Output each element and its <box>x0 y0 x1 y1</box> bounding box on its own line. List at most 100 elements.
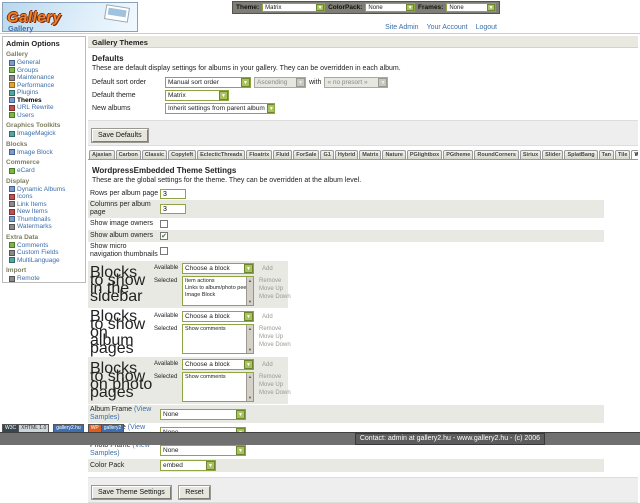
blocks-sidebar-movedown-link[interactable]: Move Down <box>259 294 291 300</box>
sidebar-item-thumbnails[interactable]: Thumbnails <box>6 216 83 224</box>
tab-g1[interactable]: G1 <box>320 150 334 159</box>
album-frame-select[interactable]: None <box>160 408 246 420</box>
album-frame-view-samples-link[interactable]: (View Samples) <box>90 406 152 421</box>
presort-select[interactable]: « no presort » <box>324 77 389 88</box>
logout-link[interactable]: Logout <box>475 24 497 31</box>
tab-tile[interactable]: Tile <box>615 150 631 159</box>
tab-fluid[interactable]: Fluid <box>273 150 293 159</box>
sidebar-item-custom-fields[interactable]: Custom Fields <box>6 249 83 257</box>
reset-button[interactable]: Reset <box>178 485 211 500</box>
cols-per-page-input[interactable] <box>160 204 186 214</box>
sidebar-item-plugins[interactable]: Plugins <box>6 89 83 97</box>
sidebar-item-ecard[interactable]: eCard <box>6 167 83 175</box>
listbox-scrollbar[interactable]: ▲ ▼ <box>246 373 253 401</box>
sidebar-item-image-block[interactable]: Image Block <box>6 149 83 157</box>
blocks-photo-label: Blocks to show on photo pages <box>90 359 153 401</box>
sidebar-section-gallery: Gallery <box>6 51 29 58</box>
sidebar-item-dynamic-albums[interactable]: Dynamic Albums <box>6 186 83 194</box>
rows-per-page-input[interactable] <box>160 189 186 199</box>
icons-icon <box>9 193 15 200</box>
sidebar-item-multilanguage[interactable]: MultiLanguage <box>6 257 83 265</box>
show-image-owners-checkbox[interactable] <box>160 220 168 228</box>
your-account-link[interactable]: Your Account <box>426 24 468 31</box>
tab-eclecticthreads[interactable]: EclecticThreads <box>197 150 246 159</box>
sidebar-item-icons[interactable]: Icons <box>6 193 83 201</box>
sidebar-item-watermarks[interactable]: Watermarks <box>6 223 83 231</box>
blocks-album-selected-listbox[interactable]: Show comments ▲ ▼ <box>182 324 254 354</box>
blocks-photo-remove-link[interactable]: Remove <box>259 374 282 380</box>
sidebar-item-imagemagick[interactable]: ImageMagick <box>6 130 83 138</box>
sidebar-item-url-rewrite[interactable]: URL Rewrite <box>6 104 83 112</box>
site-admin-link[interactable]: Site Admin <box>385 24 419 31</box>
logo-text: Gallery <box>7 9 62 26</box>
theme-select[interactable]: Matrix <box>262 3 326 12</box>
blocks-sidebar-selected-listbox[interactable]: Item actions Links to album/photo peers … <box>182 276 254 306</box>
sidebar-item-maintenance[interactable]: Maintenance <box>6 74 83 82</box>
sidebar-item-general[interactable]: General <box>6 59 83 67</box>
show-album-owners-row: Show album owners <box>88 230 604 242</box>
gallery-logo[interactable]: Gallery <box>2 2 138 32</box>
sidebar-item-performance[interactable]: Performance <box>6 82 83 90</box>
tab-splatbang[interactable]: SplatBang <box>564 150 598 159</box>
blocks-album-movedown-link[interactable]: Move Down <box>259 342 291 348</box>
blocks-album-available-select[interactable]: Choose a block <box>182 311 254 322</box>
show-micro-nav-checkbox[interactable] <box>160 247 168 255</box>
tab-carbon[interactable]: Carbon <box>115 150 141 159</box>
new-albums-select[interactable]: Inherit settings from parent album <box>165 103 275 114</box>
sidebar-item-new-items[interactable]: New Items <box>6 208 83 216</box>
tab-pgtheme[interactable]: PGtheme <box>443 150 474 159</box>
blocks-album-moveup-link[interactable]: Move Up <box>259 334 284 340</box>
default-sort-order-select[interactable]: Manual sort order <box>165 77 251 88</box>
tab-siriux[interactable]: Siriux <box>519 150 542 159</box>
sidebar-item-upload-applet[interactable]: Upload Applet <box>6 283 83 284</box>
tab-ajaxian[interactable]: Ajaxian <box>89 150 115 159</box>
tab-tan[interactable]: Tan <box>598 150 615 159</box>
blocks-sidebar-add-link[interactable]: Add <box>262 266 273 272</box>
tab-roundcorners[interactable]: RoundCorners <box>474 150 519 159</box>
show-album-owners-checkbox[interactable] <box>160 232 168 240</box>
breadcrumb[interactable]: Gallery <box>8 24 34 33</box>
page-title: Gallery Themes <box>88 36 638 48</box>
listbox-scrollbar[interactable]: ▲ ▼ <box>246 277 253 305</box>
tab-pglightbox[interactable]: PGlightbox <box>406 150 443 159</box>
tab-floatrix[interactable]: Floatrix <box>246 150 273 159</box>
blocks-sidebar-remove-link[interactable]: Remove <box>259 278 282 284</box>
save-defaults-button[interactable]: Save Defaults <box>91 128 149 143</box>
blocks-photo-selected-listbox[interactable]: Show comments ▲ ▼ <box>182 372 254 402</box>
blocks-photo-add-link[interactable]: Add <box>262 362 273 368</box>
tab-classic[interactable]: Classic <box>141 150 168 159</box>
sidebar-item-remote[interactable]: Remote <box>6 275 83 282</box>
sidebar-item-groups[interactable]: Groups <box>6 67 83 75</box>
listbox-scrollbar[interactable]: ▲ ▼ <box>246 325 253 353</box>
save-theme-settings-button[interactable]: Save Theme Settings <box>91 485 172 500</box>
blocks-sidebar-moveup-link[interactable]: Move Up <box>259 286 284 292</box>
blocks-photo-movedown-link[interactable]: Move Down <box>259 390 291 396</box>
blocks-sidebar-available-select[interactable]: Choose a block <box>182 263 254 274</box>
color-pack-select[interactable]: embed <box>160 460 216 471</box>
tab-slider[interactable]: Slider <box>542 150 564 159</box>
dropdown-arrow-icon <box>244 312 253 321</box>
photo-frame-select[interactable]: None <box>160 444 246 456</box>
tab-nature[interactable]: Nature <box>382 150 406 159</box>
blocks-album-add-link[interactable]: Add <box>262 314 273 320</box>
sidebar-section-graphics-toolkits: Graphics Toolkits <box>6 122 61 129</box>
frames-select[interactable]: None <box>446 3 496 12</box>
colorpack-select[interactable]: None <box>365 3 416 12</box>
thumbnails-icon <box>9 216 15 223</box>
sort-direction-select[interactable]: Ascending <box>254 77 306 88</box>
multilanguage-icon <box>9 257 15 264</box>
sidebar-item-themes[interactable]: Themes <box>6 97 83 105</box>
tab-wordpressembedded[interactable]: WordpressEmbedded <box>631 150 638 159</box>
blocks-photo-available-select[interactable]: Choose a block <box>182 359 254 370</box>
selected-label: Selected <box>154 326 178 332</box>
tab-forsale[interactable]: ForSale <box>293 150 320 159</box>
tab-matrix[interactable]: Matrix <box>359 150 382 159</box>
sidebar-item-link-items[interactable]: Link Items <box>6 201 83 209</box>
tab-hybrid[interactable]: Hybrid <box>334 150 359 159</box>
tab-copyleft[interactable]: Copyleft <box>168 150 197 159</box>
blocks-photo-moveup-link[interactable]: Move Up <box>259 382 284 388</box>
blocks-album-remove-link[interactable]: Remove <box>259 326 282 332</box>
sidebar-item-users[interactable]: Users <box>6 112 83 120</box>
default-theme-select[interactable]: Matrix <box>165 90 229 101</box>
sidebar-item-comments[interactable]: Comments <box>6 242 83 250</box>
